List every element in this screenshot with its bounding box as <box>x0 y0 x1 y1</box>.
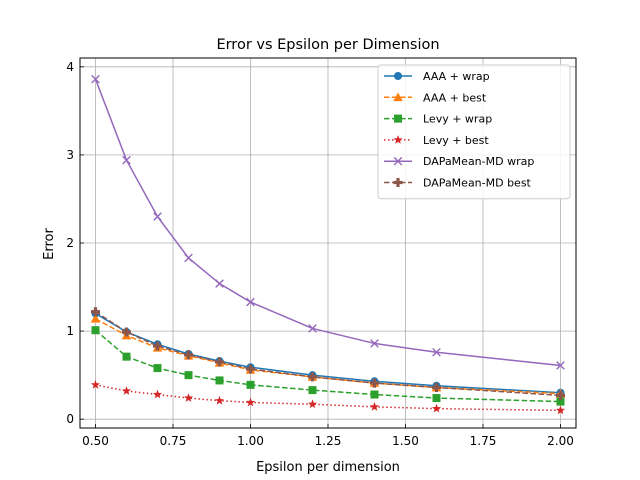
data-point <box>90 313 101 323</box>
legend-label: DAPaMean-MD best <box>423 177 532 190</box>
legend-entry: Levy + wrap <box>384 113 492 126</box>
data-point <box>369 402 380 411</box>
data-point <box>153 212 162 221</box>
y-tick-label: 2 <box>66 236 74 250</box>
data-point <box>183 393 194 402</box>
data-point <box>152 389 163 399</box>
y-tick-label: 1 <box>66 324 74 338</box>
data-point <box>370 339 379 348</box>
legend-marker <box>393 135 403 144</box>
data-point <box>308 372 317 382</box>
x-tick-label: 1.00 <box>237 434 264 448</box>
data-point <box>432 382 441 392</box>
x-tick-label: 1.25 <box>315 434 342 448</box>
data-point <box>90 380 101 389</box>
legend-entry: DAPaMean-MD wrap <box>384 155 534 168</box>
legend-entry: AAA + best <box>384 91 487 104</box>
data-point <box>122 352 131 361</box>
x-tick-label: 1.75 <box>470 434 497 448</box>
data-point <box>184 371 193 380</box>
data-point <box>215 279 224 288</box>
data-point <box>308 324 317 333</box>
series-line-dapamean-md-wrap <box>94 78 561 367</box>
x-tick-label: 1.50 <box>392 434 419 448</box>
data-point <box>370 390 379 399</box>
data-point <box>214 395 225 405</box>
y-tick-label: 0 <box>66 412 74 426</box>
legend-marker <box>394 114 402 123</box>
data-point <box>184 253 193 263</box>
chart-title: Error vs Epsilon per Dimension <box>216 37 439 53</box>
legend: AAA + wrap AAA + best Levy + wrap Levy + be… <box>377 64 571 200</box>
legend-label: Levy + wrap <box>423 113 492 126</box>
data-point <box>246 297 255 307</box>
series-levy-best <box>90 380 566 415</box>
data-point <box>556 397 565 406</box>
data-point <box>432 394 441 403</box>
series-line-levy-wrap <box>95 329 561 403</box>
data-point <box>308 386 317 395</box>
legend-label: Levy + best <box>423 134 489 147</box>
legend-marker <box>394 72 402 80</box>
data-point <box>122 155 131 165</box>
legend-label: DAPaMean-MD wrap <box>423 155 534 168</box>
data-point <box>556 361 565 370</box>
data-point <box>215 357 224 367</box>
data-point <box>91 307 100 317</box>
legend-entry: Levy + best <box>384 134 489 147</box>
data-point <box>91 74 100 84</box>
data-point <box>556 390 565 400</box>
series-levy-wrap <box>91 326 565 406</box>
legend-label: AAA + wrap <box>423 70 490 83</box>
y-tick-label: 3 <box>66 148 74 162</box>
x-tick-label: 0.75 <box>160 434 187 448</box>
series-dapamean-md-wrap <box>91 74 565 370</box>
data-point <box>153 364 162 373</box>
legend-marker <box>393 156 403 166</box>
legend-label: AAA + best <box>423 91 487 104</box>
series-group <box>90 74 566 415</box>
data-point <box>432 347 441 357</box>
data-point <box>153 341 162 351</box>
data-point <box>122 327 131 337</box>
x-tick-label: 2.00 <box>547 434 574 448</box>
legend-marker <box>393 92 403 102</box>
series-line-levy-best <box>95 384 561 412</box>
data-point <box>307 399 318 409</box>
series-dapamean-md-best <box>91 307 565 400</box>
data-point <box>246 380 255 389</box>
data-point <box>91 326 100 335</box>
legend-box <box>377 64 571 200</box>
data-point <box>245 397 256 407</box>
x-axis-label: Epsilon per dimension <box>256 460 400 475</box>
data-point <box>184 350 193 360</box>
data-point <box>215 376 224 385</box>
series-line-aaa-wrap <box>95 312 561 394</box>
y-tick-label: 4 <box>66 60 74 74</box>
data-point <box>246 364 255 374</box>
series-line-aaa-best <box>95 318 561 395</box>
axis-ticks: 0.50 0.75 1.00 1.25 1.50 1.75 2.00 0 1 2 3 4 <box>66 60 574 448</box>
series-line-dapamean-md-best <box>95 311 561 397</box>
y-axis-label: Error <box>42 228 57 260</box>
legend-entry: DAPaMean-MD best <box>384 177 532 190</box>
data-point <box>370 378 379 388</box>
data-point <box>121 386 132 395</box>
data-point <box>555 405 566 415</box>
legend-entry: AAA + wrap <box>384 70 490 83</box>
legend-marker <box>393 178 403 187</box>
x-tick-label: 0.50 <box>82 434 109 448</box>
data-point <box>431 403 442 413</box>
